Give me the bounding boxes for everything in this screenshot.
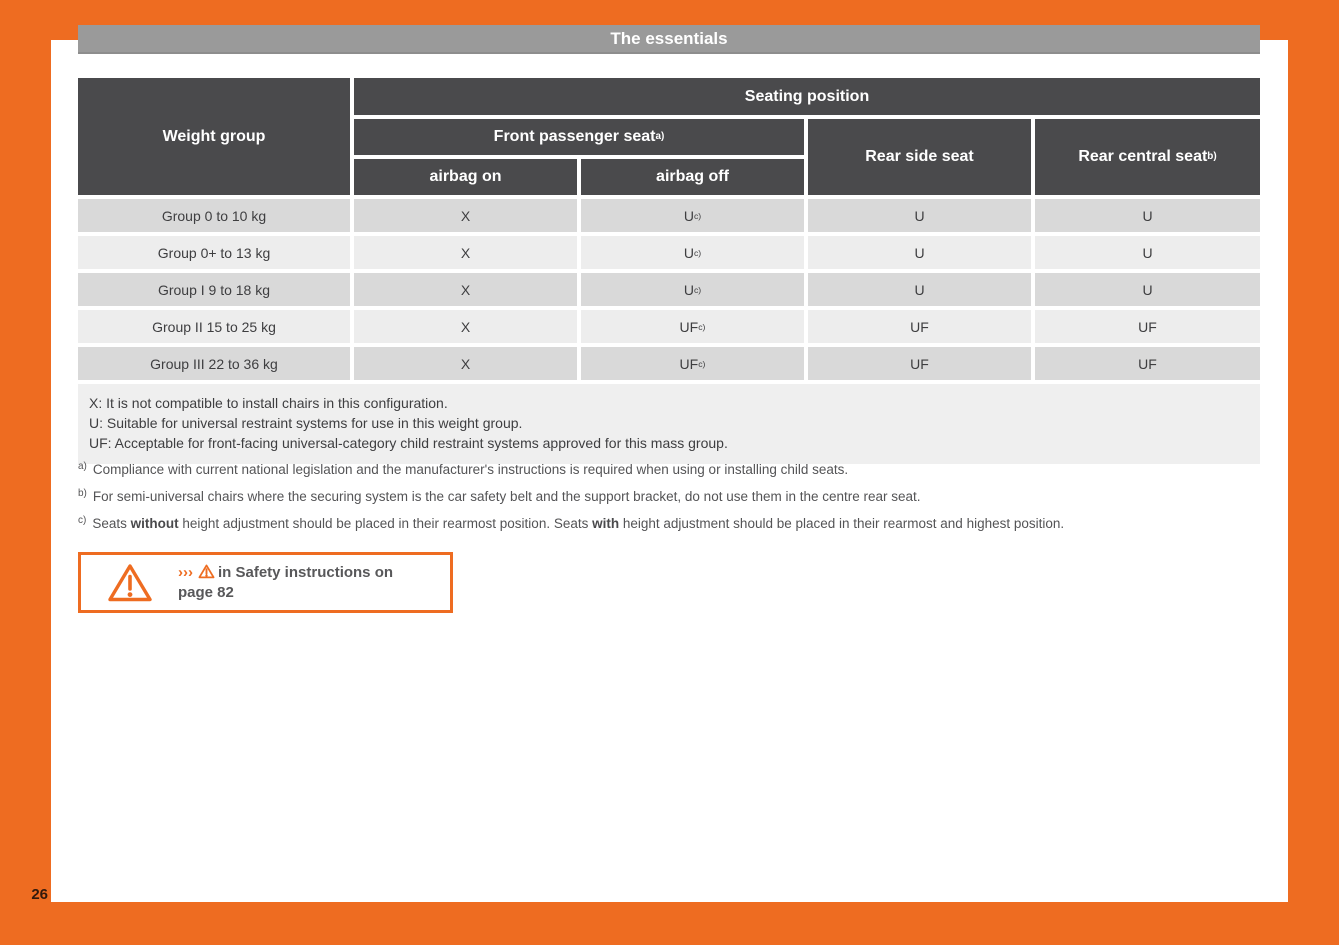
small-warning-triangle-icon: [198, 564, 215, 578]
header-rear-central-seat: Rear central seat b): [1035, 119, 1260, 195]
page-title: The essentials: [610, 28, 728, 48]
warning-reference-text: ››› in Safety instructions on page 82: [178, 563, 394, 601]
cell-rear-side: U: [808, 199, 1031, 232]
page-header-bar: The essentials: [78, 25, 1260, 54]
cell-rear-side: UF: [808, 347, 1031, 380]
cell-rear-side: UF: [808, 310, 1031, 343]
cell-rear-central: U: [1035, 273, 1260, 306]
header-rear-side-seat: Rear side seat: [808, 119, 1031, 195]
row-group-label: Group 0 to 10 kg: [78, 199, 350, 232]
header-front-passenger-seat: Front passenger seat a): [354, 119, 804, 155]
footnotes: a) Compliance with current national legis…: [78, 461, 1260, 542]
footnote-marker-c: c): [78, 514, 87, 526]
footnote-marker-a: a): [78, 460, 87, 472]
header-airbag-off: airbag off: [581, 159, 804, 195]
row-group-label: Group III 22 to 36 kg: [78, 347, 350, 380]
cell-rear-side: U: [808, 273, 1031, 306]
footnote-b: b) For semi-universal chairs where the se…: [78, 487, 921, 504]
child-seat-table: Weight group Seating position Front pass…: [78, 78, 1260, 464]
legend-line-x: X: It is not compatible to install chair…: [89, 395, 448, 411]
header-seating-position: Seating position: [354, 78, 1260, 115]
cell-rear-central: U: [1035, 236, 1260, 269]
page-number: 26: [31, 886, 48, 903]
cell-rear-central: UF: [1035, 347, 1260, 380]
legend-line-uf: UF: Acceptable for front-facing universa…: [89, 435, 728, 451]
header-weight-group: Weight group: [78, 78, 350, 195]
cell-rear-central: UF: [1035, 310, 1260, 343]
header-airbag-on: airbag on: [354, 159, 577, 195]
safety-warning-box: ››› in Safety instructions on page 82: [78, 552, 453, 613]
cell-airbag-on: X: [354, 236, 577, 269]
row-group-label: Group 0+ to 13 kg: [78, 236, 350, 269]
cell-rear-central: U: [1035, 199, 1260, 232]
cell-airbag-on: X: [354, 273, 577, 306]
footnote-marker-b: b): [78, 487, 87, 499]
row-group-label: Group II 15 to 25 kg: [78, 310, 350, 343]
table-legend: X: It is not compatible to install chair…: [78, 384, 1260, 464]
cell-rear-side: U: [808, 236, 1031, 269]
cell-airbag-on: X: [354, 199, 577, 232]
cell-airbag-off: UF c): [581, 310, 804, 343]
cell-airbag-on: X: [354, 310, 577, 343]
chevrons-icon: ›››: [178, 563, 193, 581]
warning-triangle-icon: [81, 562, 178, 604]
footnote-c: c) Seats without height adjustment should…: [78, 514, 1065, 531]
cell-airbag-on: X: [354, 347, 577, 380]
cell-airbag-off: UF c): [581, 347, 804, 380]
legend-line-u: U: Suitable for universal restraint syst…: [89, 415, 523, 431]
footnote-a: a) Compliance with current national legis…: [78, 460, 849, 477]
row-group-label: Group I 9 to 18 kg: [78, 273, 350, 306]
